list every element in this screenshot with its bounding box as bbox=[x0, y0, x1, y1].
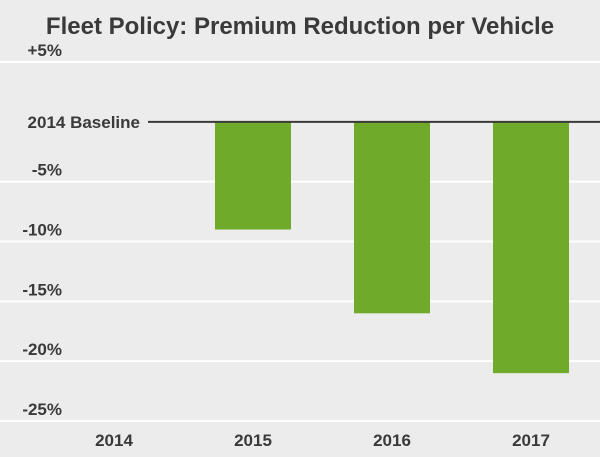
bars bbox=[215, 121, 569, 374]
bar-2016 bbox=[354, 121, 430, 314]
bar-2015 bbox=[215, 121, 291, 230]
x-axis-ticks: 2014 2015 2016 2017 bbox=[95, 431, 550, 450]
y-tick-label: 2014 Baseline bbox=[28, 113, 140, 132]
y-tick-label: -25% bbox=[22, 400, 62, 419]
y-tick-label: -15% bbox=[22, 280, 62, 299]
x-tick-label: 2016 bbox=[373, 431, 411, 450]
y-tick-label: -20% bbox=[22, 340, 62, 359]
y-tick-label: +5% bbox=[28, 41, 63, 60]
x-tick-label: 2014 bbox=[95, 431, 133, 450]
y-tick-label: -10% bbox=[22, 221, 62, 240]
x-tick-label: 2015 bbox=[234, 431, 272, 450]
y-axis-ticks: +5% 2014 Baseline -5% -10% -15% -20% -25% bbox=[22, 41, 140, 419]
chart-title: Fleet Policy: Premium Reduction per Vehi… bbox=[46, 13, 554, 40]
grid-lines bbox=[0, 61, 600, 422]
y-tick-label: -5% bbox=[32, 161, 62, 180]
bar-2017 bbox=[493, 121, 569, 374]
x-tick-label: 2017 bbox=[512, 431, 550, 450]
